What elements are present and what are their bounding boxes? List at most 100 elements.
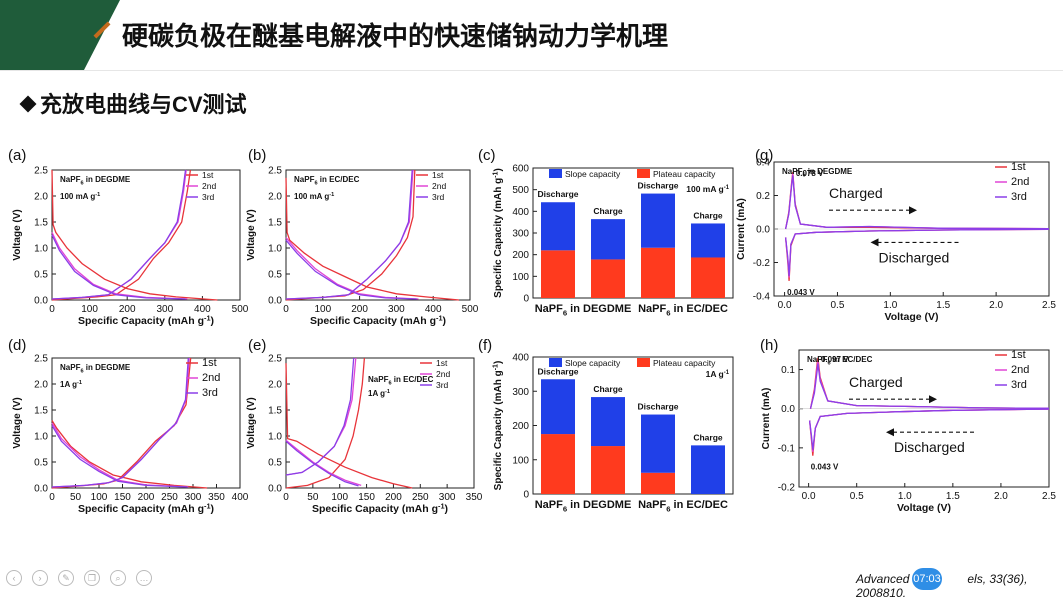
x-tick-label: 250 xyxy=(161,492,178,503)
x-axis-label: Specific Capacity (mAh g-1) xyxy=(78,501,214,515)
legend-entry: 2nd xyxy=(1011,176,1029,188)
x-tick-label: 1.0 xyxy=(883,300,897,311)
y-tick-label: 2.0 xyxy=(268,380,282,391)
pen-icon[interactable]: ✎ xyxy=(58,570,74,586)
y-axis-label: Voltage (V) xyxy=(246,209,257,260)
annotation: NaPF6 in EC/DEC xyxy=(294,175,360,186)
x-axis-label: Voltage (V) xyxy=(884,311,938,323)
x-tick-label: 150 xyxy=(358,492,375,503)
y-tick-label: 1.5 xyxy=(34,218,48,229)
y-tick-label: 400 xyxy=(512,353,529,364)
axis-frame xyxy=(285,169,471,301)
panel-g: (g) -0.4 -0.2 0.0 0.2 0.4 Current (mA) 0.0 0.5 1.… xyxy=(736,147,1056,323)
y-tick-label: 500 xyxy=(512,185,529,196)
annotation: 100 mA g-1 xyxy=(294,192,334,201)
y-tick-label: 2.5 xyxy=(34,166,48,177)
y-tick-label: 300 xyxy=(512,229,529,240)
y-tick-label: 1.0 xyxy=(34,244,48,255)
legend-entry: 2nd xyxy=(436,369,450,379)
citation-left: Advanced xyxy=(856,572,910,586)
x-tick-label: 0.5 xyxy=(850,491,864,502)
y-tick-label: 200 xyxy=(512,250,529,261)
bar-plateau xyxy=(691,257,725,298)
x-tick-label: 2.0 xyxy=(994,491,1008,502)
y-tick-label: 300 xyxy=(512,387,529,398)
legend-entry: Slope capacity xyxy=(565,169,621,179)
x-tick-label: 500 xyxy=(232,304,249,315)
y-tick-label: 100 xyxy=(512,272,529,283)
x-tick-label: 100 xyxy=(314,304,331,315)
legend-entry: 3rd xyxy=(432,192,445,202)
bar-plateau xyxy=(641,247,675,298)
copy-icon[interactable]: ❐ xyxy=(84,570,100,586)
x-tick-label: 200 xyxy=(385,492,402,503)
x-tick-label: 0 xyxy=(283,304,289,315)
series-line-1st xyxy=(285,363,413,489)
y-tick-label: 1.0 xyxy=(268,244,282,255)
y-tick-label: 0.0 xyxy=(756,225,770,236)
arrow-head xyxy=(886,428,894,437)
x-tick-label: 0.5 xyxy=(831,300,845,311)
panel-f: (f) 0 100 200 300 400 Specific Capacity (mAh g… xyxy=(478,337,734,513)
section-title: 充放电曲线与CV测试 xyxy=(19,87,247,119)
y-tick-label: 0.2 xyxy=(756,191,770,202)
x-axis-label: Specific Capacity (mAh g-1) xyxy=(312,501,448,515)
bar-category-label: Discharge xyxy=(637,402,678,412)
group-label: NaPF6 in EC/DEC xyxy=(638,303,728,317)
series-line-3rd xyxy=(285,357,355,476)
series-line-1st xyxy=(51,420,208,489)
legend-entry: Plateau capacity xyxy=(653,169,716,179)
x-tick-label: 1.5 xyxy=(936,300,950,311)
bar-slope xyxy=(691,223,725,258)
next-icon[interactable]: › xyxy=(32,570,48,586)
annotation: NaPF6 in EC/DEC xyxy=(807,355,873,366)
y-tick-label: 0.0 xyxy=(268,296,282,307)
bar-category-label: Charge xyxy=(593,384,623,394)
y-tick-label: 0.0 xyxy=(34,296,48,307)
panel-label: (d) xyxy=(8,337,26,354)
y-axis-label: Current (mA) xyxy=(736,198,747,260)
zoom-icon[interactable]: ⌕ xyxy=(110,570,126,586)
series-line-3rd xyxy=(51,425,188,488)
series-line-2nd xyxy=(285,169,414,300)
bar-category-label: Discharge xyxy=(537,189,578,199)
panel-h: (h) -0.2 -0.1 0.0 0.1 Current (mA) 0.0 0.5 1.0 1.… xyxy=(760,337,1056,514)
x-tick-label: 250 xyxy=(412,492,429,503)
more-icon[interactable]: … xyxy=(136,570,152,586)
legend-entry: 2nd xyxy=(202,181,216,191)
legend-entry: 3rd xyxy=(1011,191,1027,203)
x-tick-label: 50 xyxy=(70,492,82,503)
x-tick-label: 1.5 xyxy=(946,491,960,502)
annotation: 1A g-1 xyxy=(60,380,82,389)
x-tick-label: 200 xyxy=(138,492,155,503)
x-tick-label: 500 xyxy=(462,304,479,315)
arrow-label: Discharged xyxy=(879,249,950,265)
y-tick-label: 1.5 xyxy=(268,218,282,229)
legend-entry: 3rd xyxy=(202,192,215,202)
y-tick-label: 2.5 xyxy=(268,354,282,365)
arrow-label: Charged xyxy=(849,374,903,390)
x-tick-label: 50 xyxy=(307,492,319,503)
y-tick-label: -0.1 xyxy=(778,443,796,454)
x-tick-label: 400 xyxy=(425,304,442,315)
page-title: 硬碳负极在醚基电解液中的快速储钠动力学机理 xyxy=(122,21,669,51)
x-tick-label: 0 xyxy=(49,304,55,315)
x-tick-label: 350 xyxy=(466,492,483,503)
arrow-label: Charged xyxy=(829,185,883,201)
x-tick-label: 2.0 xyxy=(989,300,1003,311)
group-label: NaPF6 in DEGDME xyxy=(535,499,632,513)
annotation: 1A g-1 xyxy=(368,389,390,398)
x-axis-label: Specific Capacity (mAh g-1) xyxy=(310,313,446,327)
timer-badge[interactable]: 07:03 xyxy=(912,568,942,590)
bar-category-label: Charge xyxy=(593,206,623,216)
series-line-1st xyxy=(285,169,416,301)
x-tick-label: 1.0 xyxy=(898,491,912,502)
panel-b: (b) 0.0 0.5 1.0 1.5 2.0 2.5 Voltage (V) 0 100 200 3… xyxy=(246,147,479,327)
x-tick-label: 200 xyxy=(119,304,136,315)
series-line-3rd xyxy=(285,440,359,487)
panel-label: (b) xyxy=(248,147,266,164)
prev-icon[interactable]: ‹ xyxy=(6,570,22,586)
y-tick-label: -0.2 xyxy=(778,483,796,494)
x-tick-label: 2.5 xyxy=(1042,300,1056,311)
panel-label: (a) xyxy=(8,147,26,164)
